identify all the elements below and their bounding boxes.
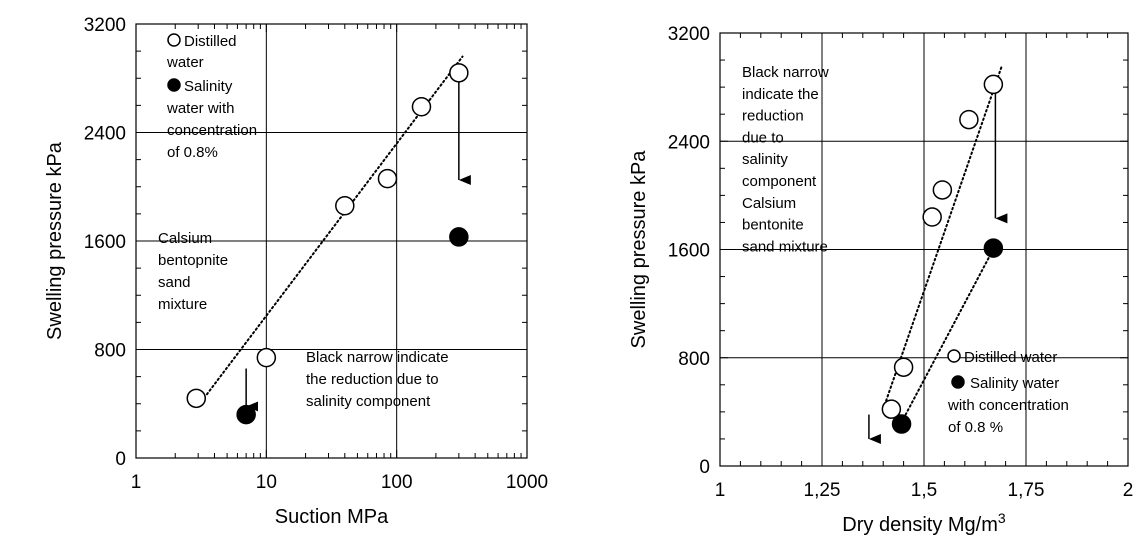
distilled-point	[449, 63, 469, 83]
distilled-point	[335, 195, 355, 216]
y-tick-label: 0	[699, 457, 710, 478]
reduction-annotation: indicate the	[742, 86, 819, 103]
salinity-point	[983, 238, 1004, 258]
x-axis-label: Dry density Mg/m3	[842, 510, 1006, 536]
distilled-point	[922, 207, 942, 227]
y-tick-label: 1600	[84, 232, 126, 253]
distilled-point	[186, 388, 207, 409]
suction-chart: 1 10 100 1000 0 800 1600 2400 3200 Suction MPa Swe…	[44, 15, 548, 528]
distilled-point	[893, 357, 914, 377]
material-annotation: bentopnite	[158, 252, 228, 269]
legend-filled-circle	[951, 375, 965, 389]
distilled-point	[881, 399, 902, 419]
y-tick-label: 2400	[84, 124, 126, 145]
legend-open-circle	[167, 33, 181, 47]
legend-entry: Distilled	[184, 33, 237, 50]
legend-entry: Distilled water	[964, 349, 1057, 366]
material-annotation: mixture	[158, 296, 207, 313]
x-tick-label: 1	[131, 472, 142, 493]
legend-entry: of 0.8%	[167, 144, 218, 161]
legend-entry: water	[166, 54, 204, 71]
material-annotation: Calsium	[158, 230, 212, 247]
legend-filled-circle	[167, 78, 181, 92]
grid	[720, 33, 1128, 466]
distilled-point	[256, 347, 277, 368]
legend-entry: water with	[166, 100, 235, 117]
distilled-point	[377, 168, 398, 189]
y-tick-label: 800	[94, 341, 126, 362]
y-tick-label: 2400	[668, 132, 710, 153]
reduction-annotation: reduction	[742, 108, 804, 125]
trendline	[904, 240, 999, 416]
ticks	[135, 23, 527, 459]
dry-density-chart: 1 1,25 1,5 1,75 2 0 800 1600 2400 3200 Dry density…	[628, 24, 1133, 536]
distilled-point	[932, 180, 953, 200]
reduction-annotation: the reduction due to	[306, 371, 439, 388]
y-tick-label: 1600	[668, 241, 710, 262]
y-tick-label: 3200	[668, 24, 710, 45]
x-axis-label-superscript: 3	[998, 510, 1006, 526]
distilled-point	[411, 96, 432, 117]
y-axis-label: Swelling pressure kPa	[628, 150, 650, 349]
reduction-annotation: Black narrow indicate	[306, 349, 449, 366]
x-tick-label: 1,5	[911, 480, 937, 501]
salinity-point	[236, 404, 256, 425]
x-tick-label: 1,25	[804, 480, 841, 501]
reduction-annotation: component	[742, 173, 817, 190]
reduction-annotation: salinity component	[306, 393, 431, 410]
x-tick-label: 2	[1123, 480, 1134, 501]
reduction-annotation: salinity	[742, 151, 788, 168]
reduction-annotation: sand mixture	[742, 238, 828, 255]
legend-entry: Salinity	[184, 78, 233, 95]
reduction-annotation: bentonite	[742, 217, 804, 234]
legend-entry: with concentration	[947, 397, 1069, 414]
reduction-annotation: Calsium	[742, 195, 796, 212]
legend-entry: of 0.8 %	[948, 419, 1003, 436]
legend-entry: Salinity water	[970, 375, 1059, 392]
y-axis-label: Swelling pressure kPa	[44, 141, 66, 340]
y-tick-label: 0	[115, 449, 126, 470]
y-tick-label: 3200	[84, 15, 126, 36]
distilled-point	[959, 109, 979, 130]
salinity-point	[891, 414, 912, 434]
reduction-annotation: due to	[742, 129, 784, 146]
ticks	[719, 32, 1129, 467]
y-tick-label: 800	[678, 349, 710, 370]
x-tick-label: 100	[381, 472, 413, 493]
x-tick-label: 1000	[506, 472, 548, 493]
distilled-point	[983, 74, 1004, 95]
material-annotation: sand	[158, 274, 191, 291]
salinity-point	[449, 227, 469, 247]
x-tick-label: 10	[256, 472, 277, 493]
x-tick-label: 1	[715, 480, 726, 501]
x-tick-label: 1,75	[1008, 480, 1045, 501]
legend-entry: concentration	[167, 122, 257, 139]
trendline	[882, 65, 1003, 411]
legend-open-circle	[947, 349, 961, 363]
reduction-annotation: Black narrow	[742, 64, 829, 81]
x-axis-label: Suction MPa	[275, 506, 389, 528]
